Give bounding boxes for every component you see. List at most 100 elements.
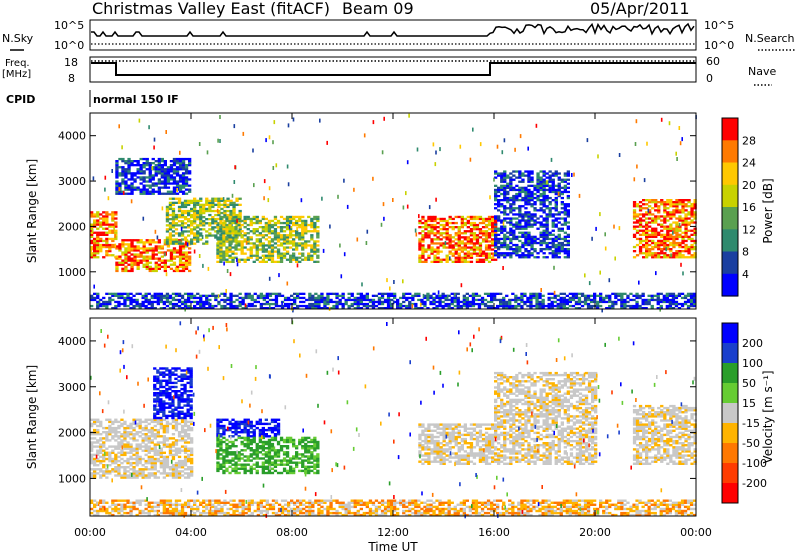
echo-noise-point <box>288 224 291 229</box>
echo-cell <box>187 476 191 479</box>
echo-cell <box>193 226 197 229</box>
echo-cell <box>427 217 431 221</box>
echo-cell <box>148 178 152 181</box>
echo-cell <box>187 435 191 438</box>
echo-cell <box>118 157 122 161</box>
echo-cell <box>99 422 103 426</box>
echo-cell <box>660 229 664 232</box>
echo-cell <box>114 304 118 308</box>
echo-cell <box>545 199 549 202</box>
echo-cell <box>181 261 186 264</box>
echo-cell <box>299 296 303 300</box>
echo-cell <box>687 223 691 226</box>
echo-cell <box>193 304 197 308</box>
echo-cell <box>166 166 171 169</box>
echo-cell <box>386 300 391 304</box>
echo-cell <box>542 178 546 181</box>
echo-cell <box>105 470 109 473</box>
echo-cell <box>436 232 440 235</box>
echo-cell <box>169 174 174 177</box>
echo-cell <box>99 468 103 471</box>
echo-cell <box>130 243 134 246</box>
echo-cell <box>295 242 299 245</box>
echo-cell <box>350 294 354 297</box>
echo-cell <box>114 418 118 421</box>
echo-cell <box>515 243 519 247</box>
echo-cell <box>177 476 182 479</box>
echo-cell <box>111 237 115 241</box>
echo-cell <box>292 223 296 227</box>
echo-cell <box>454 244 458 247</box>
echo-cell <box>220 298 224 302</box>
echo-cell <box>313 244 317 247</box>
echo-cell <box>645 221 649 224</box>
echo-cell <box>178 253 183 256</box>
echo-cell <box>500 219 504 222</box>
echo-cell <box>560 180 564 183</box>
echo-cell <box>154 263 158 266</box>
echo-cell <box>565 300 569 304</box>
echo-cell <box>162 445 166 448</box>
echo-cell <box>562 300 566 304</box>
echo-noise-point <box>604 232 606 237</box>
echo-cell <box>323 296 327 300</box>
echo-cell <box>102 470 106 473</box>
echo-cell <box>264 230 268 233</box>
echo-cell <box>411 302 415 306</box>
echo-cell <box>307 252 311 255</box>
echo-cell <box>635 213 640 216</box>
echo-cell <box>463 223 467 227</box>
echo-cell <box>371 300 376 304</box>
echo-cell <box>178 245 183 248</box>
echo-cell <box>148 267 152 270</box>
echo-cell <box>144 435 148 438</box>
echo-cell <box>638 233 643 236</box>
echo-cell <box>414 294 418 297</box>
echo-cell <box>108 464 112 467</box>
echo-cell <box>90 457 94 461</box>
echo-cell <box>536 172 540 175</box>
echo-cell <box>115 186 119 189</box>
echo-cell <box>350 298 354 302</box>
echo-cell <box>509 217 513 220</box>
echo-cell <box>174 447 179 450</box>
echo-cell <box>132 470 136 473</box>
echo-cell <box>608 300 612 304</box>
echo-cell <box>216 232 220 235</box>
echo-cell <box>178 174 183 177</box>
echo-cell <box>171 242 176 245</box>
echo-cell <box>276 226 281 229</box>
echo-cell <box>521 233 525 236</box>
echo-cell <box>247 292 251 295</box>
echo-cell <box>163 170 167 173</box>
echo-cell <box>557 256 561 259</box>
echo-cell <box>285 242 290 245</box>
echo-cell <box>548 209 552 212</box>
echo-cell <box>518 231 522 234</box>
echo-cell <box>563 250 567 253</box>
echo-cell <box>187 307 191 310</box>
echo-cell <box>551 237 555 241</box>
echo-cell <box>114 307 118 310</box>
echo-cell <box>160 182 164 185</box>
power-heatmap <box>90 113 697 313</box>
echo-cell <box>301 246 305 249</box>
echo-cell <box>490 307 494 310</box>
echo-cell <box>177 216 182 219</box>
echo-cell <box>316 219 320 223</box>
echo-cell <box>432 307 436 310</box>
echo-cell <box>445 238 449 241</box>
echo-cell <box>332 307 336 310</box>
echo-cell <box>216 226 220 229</box>
echo-cell <box>132 418 136 421</box>
echo-cell <box>509 172 513 175</box>
echo-cell <box>562 296 566 300</box>
echo-cell <box>237 232 241 235</box>
echo-cell <box>684 225 688 228</box>
echo-cell <box>466 242 470 245</box>
echo-cell <box>424 226 428 229</box>
echo-cell <box>548 215 552 218</box>
echo-cell <box>181 180 186 183</box>
echo-noise-point <box>647 208 650 213</box>
echo-cell <box>142 180 146 183</box>
